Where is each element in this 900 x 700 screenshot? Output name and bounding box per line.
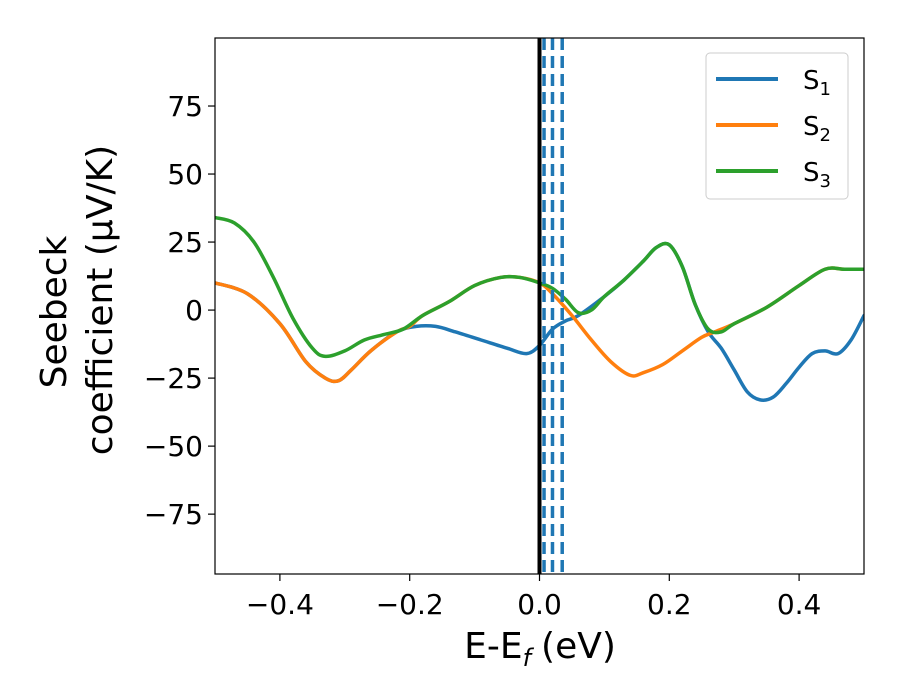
- x-tick-label: 0.0: [517, 588, 562, 621]
- y-axis: −75 −50 −25 0 25 50 75: [144, 90, 215, 531]
- x-axis-title-unit: (eV): [541, 626, 616, 667]
- legend: S1 S2 S3: [705, 52, 849, 200]
- legend-label-s2-sub: 2: [820, 125, 831, 146]
- legend-label-s3-sub: 3: [820, 171, 831, 192]
- x-tick-label: −0.2: [376, 588, 444, 621]
- y-tick-label: 50: [167, 158, 203, 191]
- plot-area: [215, 215, 864, 402]
- y-tick-label: 75: [167, 90, 203, 123]
- legend-label-s1-main: S: [803, 66, 820, 96]
- y-tick-label: 0: [185, 294, 203, 327]
- legend-label-s1-sub: 1: [820, 79, 831, 100]
- series-line-s3: [215, 215, 864, 359]
- legend-label-s2-main: S: [803, 112, 820, 142]
- legend-label-s3-main: S: [803, 158, 820, 188]
- reference-lines: [537, 38, 564, 574]
- x-tick-label: −0.4: [246, 588, 314, 621]
- x-tick-label: 0.2: [647, 588, 692, 621]
- y-tick-label: −75: [144, 498, 203, 531]
- legend-label-s1: S1: [803, 66, 831, 100]
- x-tick-label: 0.4: [777, 588, 822, 621]
- x-axis-title-main: E-E: [464, 626, 522, 667]
- x-axis-title: E-Ef (eV): [464, 626, 616, 672]
- y-tick-label: −25: [144, 362, 203, 395]
- y-tick-label: 25: [167, 226, 203, 259]
- legend-label-s2: S2: [803, 112, 831, 146]
- x-axis: −0.4 −0.2 0.0 0.2 0.4: [246, 574, 821, 621]
- legend-label-s3: S3: [803, 158, 831, 192]
- y-axis-title-line2: coefficient (μV/K): [80, 145, 121, 455]
- y-axis-title-line1: Seebeck: [34, 235, 75, 388]
- y-tick-label: −50: [144, 430, 203, 463]
